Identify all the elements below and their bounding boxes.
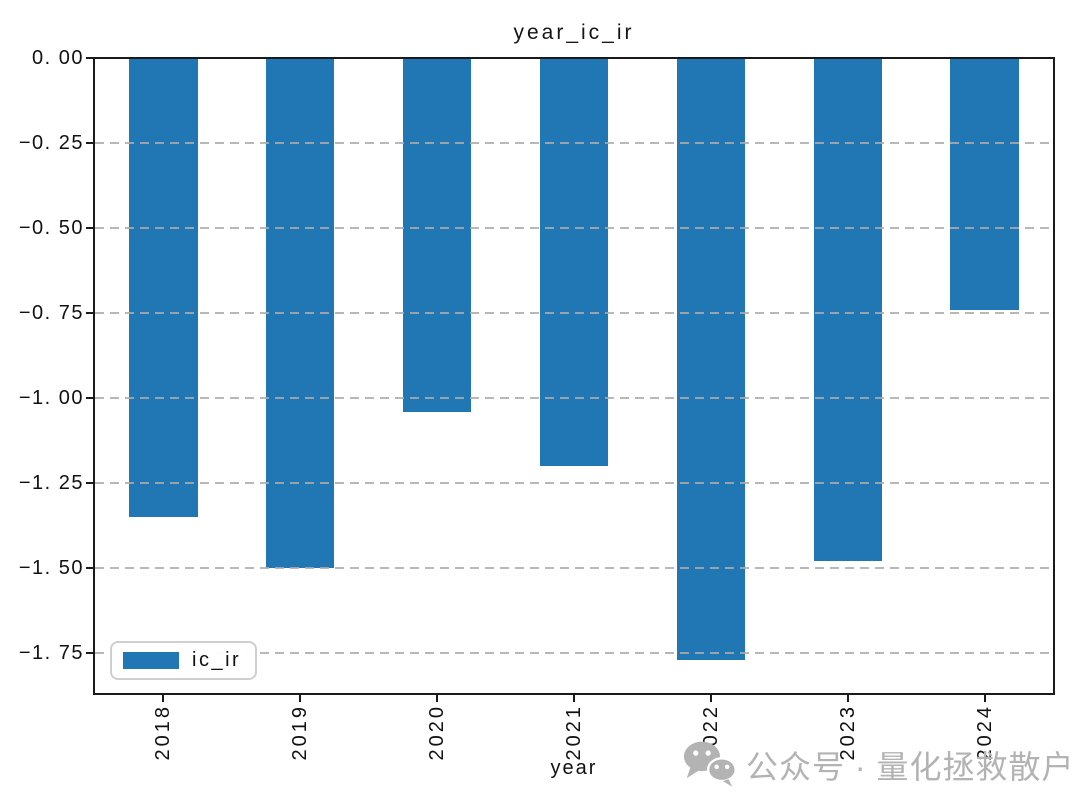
gridline — [95, 567, 1053, 569]
x-tick — [846, 695, 849, 702]
x-tick-label: 2019 — [289, 704, 312, 761]
y-tick-label: −1. 00 — [18, 387, 84, 409]
gridline — [95, 397, 1053, 399]
y-tick — [86, 397, 93, 399]
y-tick — [86, 312, 93, 314]
wechat-icon — [682, 740, 739, 793]
gridline — [95, 227, 1053, 229]
gridline — [95, 312, 1053, 314]
y-tick-label: −1. 50 — [18, 557, 84, 579]
watermark: 公众号 · 量化拯救散户 — [682, 740, 1074, 793]
y-tick-label: −0. 50 — [18, 217, 84, 239]
y-tick — [86, 57, 93, 59]
watermark-text: 公众号 · 量化拯救散户 — [746, 748, 1075, 785]
x-tick-label: 2020 — [426, 704, 449, 761]
y-tick — [86, 227, 93, 229]
x-tick — [573, 695, 575, 702]
bar-2024 — [950, 59, 1019, 310]
y-tick-label: −0. 25 — [18, 132, 84, 154]
y-tick — [86, 142, 93, 144]
bar-2018 — [129, 59, 198, 517]
x-axis-label: year — [550, 757, 598, 779]
bar-2021 — [539, 59, 609, 466]
x-tick-label: 2018 — [152, 704, 175, 761]
x-tick — [709, 695, 712, 702]
bar-2020 — [402, 59, 472, 412]
gridline — [95, 482, 1053, 484]
x-tick — [983, 695, 986, 702]
x-tick — [436, 695, 439, 702]
legend: ic_ir — [110, 641, 257, 680]
y-tick-label: 0. 00 — [32, 47, 84, 69]
y-tick-label: −0. 75 — [18, 302, 84, 324]
y-tick — [86, 567, 93, 569]
gridline — [95, 652, 1053, 654]
x-tick — [299, 695, 302, 702]
y-tick-label: −1. 75 — [18, 642, 84, 664]
y-tick — [86, 482, 93, 484]
y-tick-label: −1. 25 — [18, 472, 84, 494]
bar-2023 — [813, 59, 882, 562]
x-tick-label: 2021 — [563, 704, 585, 761]
bar-2022 — [676, 59, 745, 660]
x-tick — [162, 695, 165, 702]
legend-swatch-ic-ir — [123, 652, 179, 669]
chart-title: year_ic_ir — [513, 21, 635, 44]
gridline — [95, 142, 1053, 144]
legend-label: ic_ir — [192, 649, 242, 671]
y-tick — [86, 652, 93, 654]
